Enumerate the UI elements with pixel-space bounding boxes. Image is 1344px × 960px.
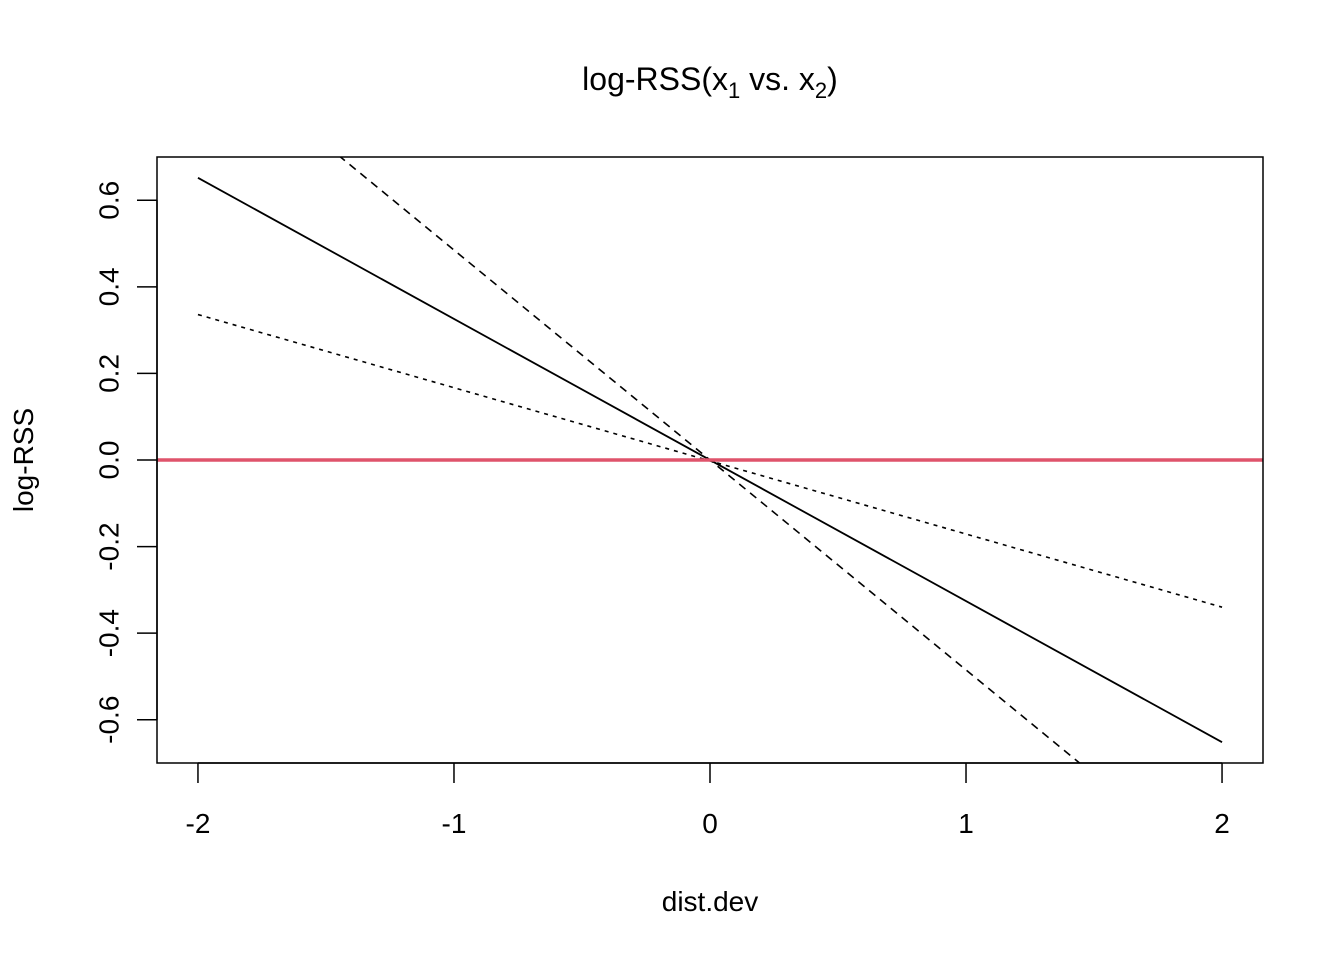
y-axis: -0.6 -0.4 -0.2 0.0 0.2 0.4 0.6 [94, 181, 158, 744]
y-axis-label: log-RSS [8, 408, 39, 512]
y-tick-label: 0.0 [94, 441, 125, 480]
y-tick-label: -0.6 [94, 696, 125, 744]
y-tick-label: 0.2 [94, 354, 125, 393]
y-tick-label: 0.6 [94, 181, 125, 220]
title-end: ) [827, 61, 838, 97]
x-tick-label: -1 [442, 808, 467, 839]
series-layer [157, 157, 1263, 763]
title-subscript-2: 2 [815, 78, 827, 103]
x-tick-label: 2 [1214, 808, 1230, 839]
chart-title: log-RSS(x1 vs. x2) [582, 61, 838, 103]
x-axis-label: dist.dev [662, 886, 759, 917]
title-main: log-RSS(x [582, 61, 728, 97]
y-tick-label: -0.4 [94, 609, 125, 657]
title-middle: vs. x [740, 61, 815, 97]
x-tick-label: 1 [958, 808, 974, 839]
title-subscript-1: 1 [728, 78, 740, 103]
x-tick-label: 0 [702, 808, 718, 839]
y-tick-label: -0.2 [94, 522, 125, 570]
x-tick-label: -2 [186, 808, 211, 839]
y-tick-label: 0.4 [94, 267, 125, 306]
x-axis: -2 -1 0 1 2 [186, 762, 1230, 839]
